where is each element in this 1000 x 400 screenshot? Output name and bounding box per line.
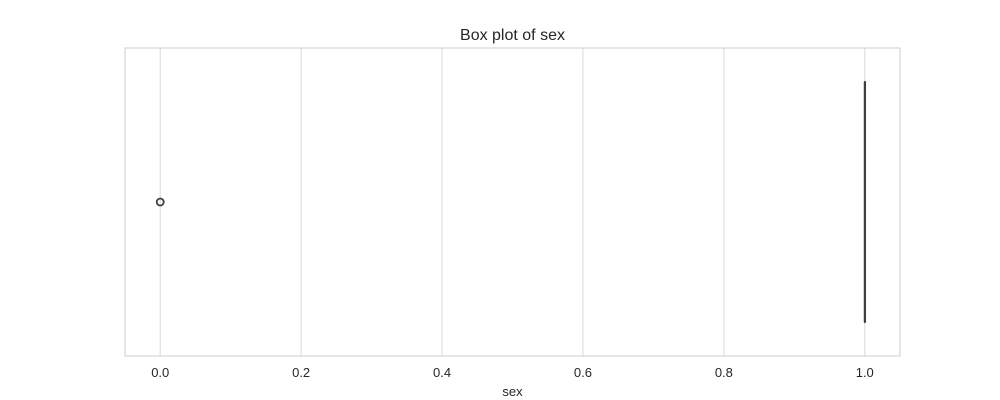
x-tick-label: 0.8 — [715, 365, 733, 380]
x-tick-label: 0.4 — [433, 365, 451, 380]
x-tick-label: 0.2 — [292, 365, 310, 380]
grid-layer — [159, 48, 866, 356]
tick-label-layer: 0.0 0.2 0.4 0.6 0.8 1.0 — [151, 365, 874, 380]
outlier-point — [155, 197, 165, 207]
plot-frame — [124, 47, 901, 357]
x-axis-label: sex — [502, 384, 523, 399]
outlier-layer — [155, 197, 165, 207]
x-tick-label: 1.0 — [856, 365, 874, 380]
chart-title: Box plot of sex — [460, 27, 565, 44]
x-tick-label: 0.0 — [151, 365, 169, 380]
x-tick-label: 0.6 — [574, 365, 592, 380]
box-layer — [863, 81, 867, 323]
